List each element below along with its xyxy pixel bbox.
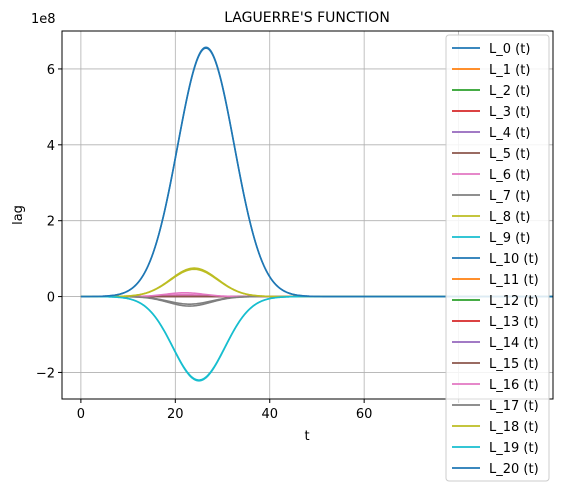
y-axis-ticks: −2 0 2 4 6 [36,63,62,381]
legend-label-9: L_9 (t) [489,231,530,246]
x-tick-label: 60 [356,407,373,422]
legend-label-2: L_2 (t) [489,84,530,99]
y-tick-label: 2 [47,215,55,230]
x-tick-label: 40 [261,407,278,422]
legend: L_0 (t) L_1 (t) L_2 (t) L_3 (t) L_4 (t) L_5 (… [445,34,550,482]
chart-title: LAGUERRE'S FUNCTION [224,10,390,26]
legend-label-4: L_4 (t) [489,126,530,141]
legend-box [445,34,550,482]
y-tick-label: 0 [47,291,55,306]
x-tick-label: 20 [167,407,184,422]
legend-label-15: L_15 (t) [489,357,539,372]
y-tick-label: 6 [47,63,55,78]
x-tick-label: 0 [77,407,85,422]
y-scale-note: 1e8 [31,12,56,27]
legend-label-12: L_12 (t) [489,294,539,309]
y-tick-label: 4 [47,139,55,154]
legend-label-18: L_18 (t) [489,420,539,435]
legend-label-3: L_3 (t) [489,105,530,120]
plot-frame [61,30,554,400]
legend-label-20: L_20 (t) [489,462,539,477]
legend-label-19: L_19 (t) [489,441,539,456]
legend-label-0: L_0 (t) [489,42,530,57]
legend-label-11: L_11 (t) [489,273,539,288]
y-axis-label: lag [11,205,26,225]
legend-label-6: L_6 (t) [489,168,530,183]
legend-label-7: L_7 (t) [489,189,530,204]
legend-label-1: L_1 (t) [489,63,530,78]
legend-label-14: L_14 (t) [489,336,539,351]
x-axis-ticks: 0 20 40 60 [77,399,460,422]
legend-label-16: L_16 (t) [489,378,539,393]
legend-label-13: L_13 (t) [489,315,539,330]
y-tick-label: −2 [36,366,55,381]
legend-label-8: L_8 (t) [489,210,530,225]
legend-label-10: L_10 (t) [489,252,539,267]
legend-label-17: L_17 (t) [489,399,539,414]
x-axis-label: t [304,429,309,444]
legend-label-5: L_5 (t) [489,147,530,162]
